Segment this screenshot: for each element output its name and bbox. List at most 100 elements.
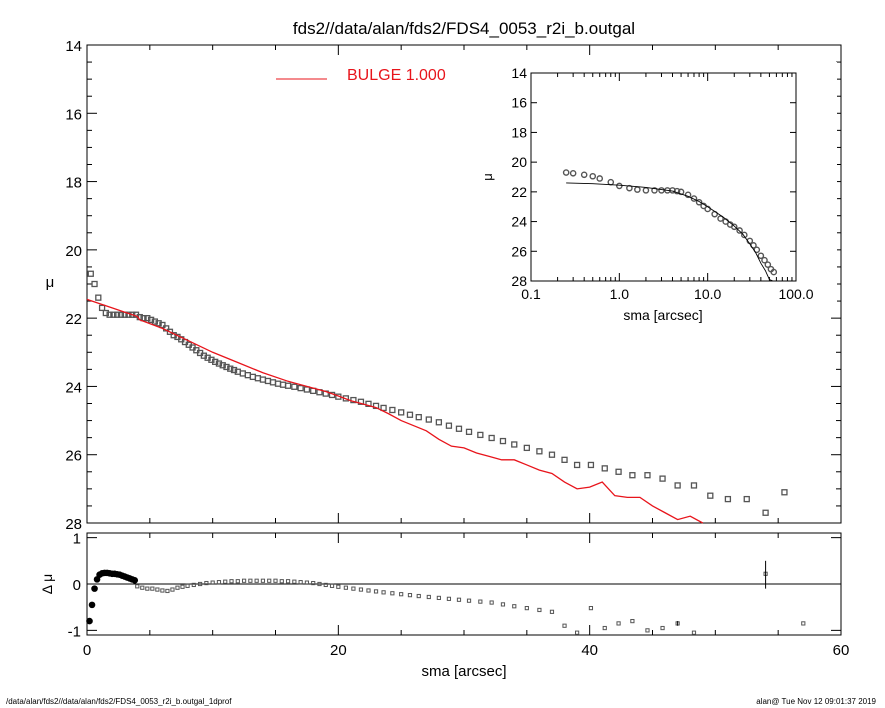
residual-data-point: [160, 588, 165, 593]
main-data-point: [98, 304, 106, 312]
main-data-point: [291, 383, 298, 390]
main-data-point: [129, 311, 136, 318]
main-data-point: [284, 382, 292, 389]
main-data-point: [365, 400, 372, 407]
residual-data-point: [241, 578, 247, 583]
residual-data-point: [311, 580, 316, 586]
main-data-point: [155, 320, 162, 327]
residual-data-point: [260, 578, 266, 583]
residual-plot-panel: 10-1 0 20 40 60 Δ μ sma [arcsec]: [39, 531, 849, 680]
residual-x-ticks: 0 20 40 60: [83, 533, 850, 659]
inset-data-point: [626, 184, 633, 192]
residual-data-point: [223, 579, 228, 584]
inset-y-tick-label: 24: [511, 214, 527, 230]
main-data-point: [425, 416, 432, 423]
main-y-tick-label: 18: [65, 175, 82, 192]
residual-data-point: [489, 600, 494, 605]
main-data-point: [117, 311, 125, 318]
residual-data-point: [630, 618, 635, 624]
residual-data-point: [91, 585, 98, 592]
inset-data-point: [616, 182, 623, 190]
main-data-point: [536, 448, 543, 455]
main-y-ticks: 14 16 18 20 22 24 26 28: [65, 38, 841, 533]
main-data-point: [259, 376, 267, 383]
residual-data-point: [170, 587, 175, 592]
main-data-point: [254, 375, 262, 382]
main-data-point: [415, 414, 422, 421]
main-data-point: [95, 294, 102, 301]
main-data-point: [249, 373, 257, 381]
residual-data-point: [478, 599, 483, 604]
inset-data-point: [757, 252, 765, 260]
main-data-point: [523, 444, 530, 452]
residual-data-point: [229, 579, 234, 584]
inset-data-point: [764, 261, 772, 268]
inset-data-point: [562, 169, 570, 176]
main-data-point: [561, 456, 568, 463]
inset-y-tick-label: 16: [511, 95, 527, 111]
residual-data-point: [549, 609, 555, 614]
main-y-tick-label: 20: [65, 243, 82, 260]
residual-data-point: [416, 593, 421, 599]
residual-data-point: [691, 630, 697, 635]
main-data-point: [406, 411, 414, 418]
inset-plot-panel: 14 16 18 20 22 24 26 28 0.1 1.0 10.0 100.0 μ sma […: [479, 62, 837, 323]
inset-x-label: sma [arcsec]: [623, 307, 702, 323]
main-data-point: [166, 328, 174, 335]
main-plot-panel: 14 16 18 20 22 24 26 28 BULGE 1.000 μ: [46, 38, 842, 533]
residual-data-point: [185, 583, 190, 588]
inset-x-tick-label: 0.1: [521, 286, 541, 302]
residual-data-point: [140, 585, 145, 590]
residual-x-tick-label: 60: [833, 642, 850, 659]
main-data-point: [269, 379, 277, 386]
residual-y-ticks: 1 0 -1: [68, 531, 841, 640]
residual-data-point: [660, 625, 665, 631]
residual-data-points: [86, 569, 806, 635]
residual-data-point: [366, 588, 371, 593]
inset-x-ticks: 0.1 1.0 10.0 100.0: [521, 73, 814, 302]
residual-data-point: [131, 576, 139, 584]
residual-data-point: [358, 587, 364, 592]
residual-error-bars: [677, 560, 767, 626]
residual-data-point: [390, 591, 395, 596]
main-data-point: [151, 318, 159, 325]
main-y-tick-label: 22: [65, 311, 82, 328]
main-y-tick-label: 16: [65, 106, 82, 123]
main-x-label: sma [arcsec]: [421, 663, 506, 680]
main-data-point: [230, 366, 238, 374]
main-data-point: [707, 492, 714, 499]
residual-x-tick-label: 0: [83, 642, 91, 659]
inset-y-tick-label: 26: [511, 243, 527, 259]
residual-data-point: [175, 585, 180, 590]
inset-x-tick-label: 100.0: [778, 286, 813, 302]
residual-data-point: [150, 586, 155, 591]
inset-plot-frame: [530, 72, 797, 282]
residual-data-point: [562, 623, 567, 628]
legend-label: BULGE 1.000: [347, 67, 446, 84]
inset-y-tick-label: 20: [511, 154, 527, 170]
main-data-point: [380, 404, 387, 412]
main-y-tick-label: 28: [65, 516, 82, 533]
inset-data-point: [677, 188, 685, 196]
inset-y-tick-label: 22: [511, 184, 527, 200]
residual-data-point: [88, 601, 96, 609]
main-data-point: [303, 386, 311, 393]
residual-data-point: [512, 604, 517, 609]
footer-timestamp: alan@ Tue Nov 12 09:01:37 2019: [756, 697, 876, 706]
residual-data-point: [292, 579, 297, 584]
main-data-point: [215, 360, 223, 367]
residual-y-tick-label: -1: [68, 623, 81, 640]
main-data-point: [87, 270, 94, 277]
inset-data-point: [770, 268, 778, 276]
residual-data-point: [588, 606, 594, 611]
main-data-point: [227, 365, 234, 372]
residual-data-point: [466, 598, 472, 603]
residual-data-point: [616, 621, 621, 626]
main-data-point: [219, 362, 226, 369]
residual-data-point: [373, 589, 379, 594]
residual-data-point: [210, 580, 215, 585]
main-data-point: [435, 419, 443, 426]
main-data-point: [548, 451, 556, 458]
inset-data-point: [580, 171, 588, 179]
